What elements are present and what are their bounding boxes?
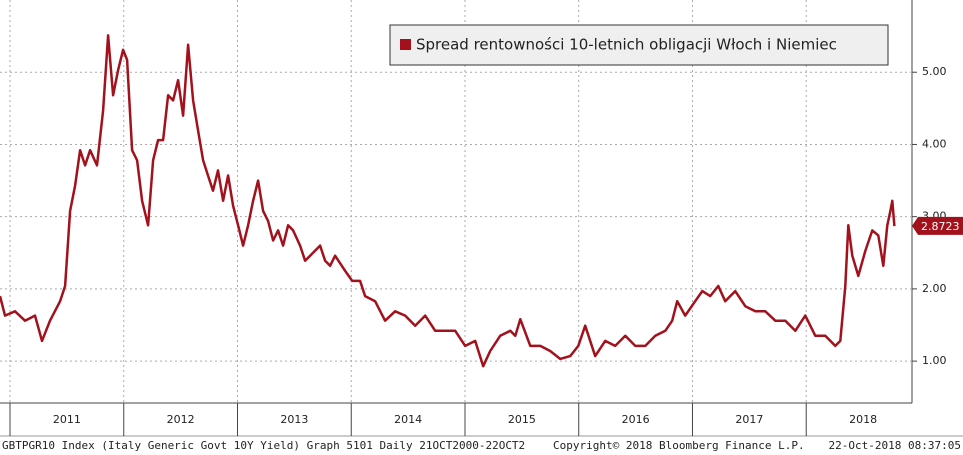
legend-label: Spread rentowności 10-letnich obligacji … (416, 36, 837, 54)
x-tick-label: 2011 (53, 413, 81, 426)
legend-box (389, 24, 889, 66)
y-tick-label: 5.00 (922, 65, 947, 78)
last-value-label: 2.8723 (921, 220, 960, 233)
legend-swatch (400, 39, 411, 50)
footer-left: GBTPGR10 Index (Italy Generic Govt 10Y Y… (2, 439, 525, 452)
x-tick-label: 2016 (622, 413, 650, 426)
last-value-tag (912, 216, 963, 235)
y-tick-label: 1.00 (922, 354, 947, 367)
x-tick-label: 2013 (280, 413, 308, 426)
data-line (0, 34, 896, 368)
footer-center: Copyright© 2018 Bloomberg Finance L.P. (553, 439, 805, 452)
x-tick-label: 2018 (849, 413, 877, 426)
x-tick-label: 2012 (167, 413, 195, 426)
x-tick-label: 2017 (735, 413, 763, 426)
x-tick-label: 2015 (508, 413, 536, 426)
legend: Spread rentowności 10-letnich obligacji … (389, 24, 889, 66)
x-tick-label: 2014 (394, 413, 422, 426)
y-tick-label: 2.00 (922, 282, 947, 295)
footer-right: 22-Oct-2018 08:37:05 (829, 439, 961, 452)
y-tick-label: 4.00 (922, 137, 947, 150)
